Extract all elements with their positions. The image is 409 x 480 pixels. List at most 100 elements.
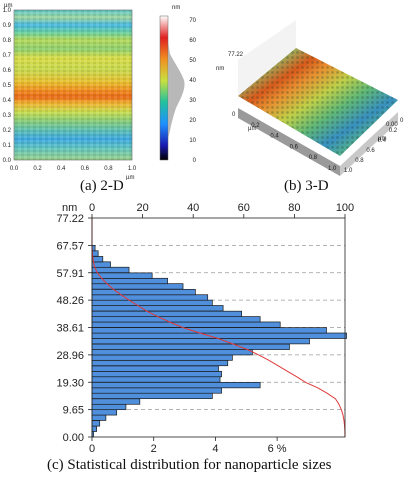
panel-b-right-unit: 0.00 (386, 122, 398, 128)
histogram-bar (91, 409, 118, 416)
histogram-bar (91, 310, 242, 318)
panel-a-y-tick: 0.8 (3, 38, 12, 44)
histogram-bar (91, 403, 127, 411)
chart-y-tick-label: 19.30 (56, 377, 84, 389)
panel-a-y-tick: 0.5 (3, 83, 12, 89)
panel-a-y-tick: 0.7 (3, 53, 12, 59)
colorbar-tick: 20 (189, 118, 196, 124)
panel-b-left-tick: 0.6 (290, 144, 299, 150)
panel-b-left-unit: µm (248, 126, 256, 132)
panel-a-y-tick: 0.3 (3, 113, 12, 119)
panel-a-x-tick: 0.2 (33, 166, 42, 172)
colorbar-ticks: 0 10 20 30 40 50 60 70 (189, 18, 196, 164)
panel-b-backwall (238, 20, 296, 96)
chart-top-tick-label: 60 (238, 202, 250, 214)
chart-y-tick-label: 57.91 (56, 268, 84, 280)
chart-y-tick-label: 38.61 (56, 323, 84, 335)
colorbar-tick: 0 (193, 158, 197, 164)
panel-b-right-tick: 0.2 (389, 128, 398, 134)
histogram-bar (91, 420, 101, 427)
panel-a-2d-map: µm 0.0 0.1 0.2 0.3 0.4 0.5 0.6 0.7 0.8 0.9 1.0 0.0… (3, 3, 197, 180)
histogram-bar (91, 414, 107, 421)
panel-b-left-tick: 0.4 (270, 134, 279, 140)
chart-top-tick-label: 20 (136, 202, 148, 214)
colorbar-tick: 60 (189, 38, 196, 44)
panel-a-y-tick: 0.6 (3, 68, 12, 74)
panel-b-surface-texture (238, 48, 398, 156)
chart-bottom-ticks: 0 2 4 6 % (89, 437, 287, 454)
histogram-bar (91, 376, 221, 383)
panel-b-left-tick: 0.2 (251, 123, 260, 129)
colorbar-tick: 70 (189, 18, 196, 24)
chart-y-axis-label: nm (62, 202, 77, 214)
panel-a-unit-label: µm (4, 3, 12, 9)
histogram-bar (91, 382, 261, 389)
histogram-bar (91, 370, 222, 378)
chart-bars (91, 245, 347, 438)
histogram-bar (91, 354, 233, 361)
chart-y-tick-label: 77.22 (56, 213, 84, 225)
panel-b-left-ticks: 0 0.2 0.4 0.6 0.8 1.0 (232, 112, 337, 172)
caption-b: (b) 3-D (284, 178, 329, 194)
histogram-bar (91, 343, 290, 350)
panel-b-z-unit: nm (216, 66, 224, 72)
panel-a-map-frame (13, 9, 133, 161)
chart-bottom-tick-label: 2 (151, 443, 157, 454)
chart-top-tick-label: 40 (187, 202, 199, 214)
colorbar-tick: 40 (189, 78, 196, 84)
chart-bottom-tick-label: 4 (212, 443, 218, 454)
histogram-bar (91, 327, 327, 334)
panel-a-x-tick: 0.8 (104, 166, 113, 172)
panel-b-left-tick: 1.0 (328, 166, 337, 172)
colorbar-height-histogram (168, 34, 185, 140)
histogram-bar (91, 305, 224, 312)
colorbar-tick: 50 (189, 58, 196, 64)
histogram-bar (91, 266, 130, 274)
panel-a-x-tick: 1.0 (128, 166, 137, 172)
panel-a-y-tick: 0.2 (3, 128, 12, 134)
panel-a-y-tick: 0.9 (3, 23, 12, 29)
colorbar (159, 15, 169, 161)
chart-top-ticks: 0 20 40 60 80 100 (89, 202, 354, 218)
chart-y-ticks: 0.00 9.65 19.30 28.96 38.61 48.26 57.91 67.57 77… (56, 213, 92, 444)
panel-b-3d-view: 77.22 nm 0.00 00.20.40.60.81.0 00.20.40.… (216, 20, 404, 176)
histogram-bar (91, 299, 213, 306)
histogram-bar (91, 321, 281, 328)
panel-a-x-tick: 0.0 (10, 166, 19, 172)
panel-a-y-tick: 0.0 (3, 158, 12, 164)
panel-b-base-right (340, 112, 398, 176)
chart-bottom-tick-label: 6 % (268, 443, 287, 454)
panel-b-rightaxis-unit: µm (378, 136, 386, 142)
histogram-bar (91, 359, 229, 367)
histogram-bar (91, 288, 196, 296)
panel-a-y-tick: 1.0 (3, 8, 12, 14)
chart-bottom-tick-label: 0 (89, 443, 95, 454)
panel-c-histogram-chart: 0.00 9.65 19.30 28.96 38.61 48.26 57.91 67.57 77… (56, 202, 354, 454)
chart-y-tick-label: 67.57 (56, 240, 84, 252)
panel-a-x-tick: 0.4 (57, 166, 66, 172)
colorbar-tick: 10 (189, 138, 196, 144)
chart-y-tick-label: 9.65 (63, 405, 84, 417)
chart-top-tick-label: 0 (89, 202, 95, 214)
chart-y-tick-label: 48.26 (56, 295, 84, 307)
histogram-bar (91, 387, 222, 394)
panel-b-right-tick: 1.0 (344, 168, 353, 174)
histogram-bar (91, 277, 168, 285)
histogram-bar (91, 283, 184, 290)
caption-c: (c) Statistical distribution for nanopar… (47, 457, 332, 473)
colorbar-unit-label: nm (172, 5, 180, 11)
panel-a-y-tick: 0.4 (3, 98, 12, 104)
chart-top-tick-label: 80 (288, 202, 300, 214)
panel-b-z-max: 77.22 (228, 52, 244, 58)
histogram-bar (91, 365, 219, 372)
panel-b-left-tick: 0.8 (309, 155, 318, 161)
panel-b-right-tick: 0 (400, 118, 404, 124)
chart-top-tick-label: 100 (336, 202, 354, 214)
panel-b-right-ticks: 00.20.40.60.81.0 (344, 118, 404, 174)
panel-a-y-tick: 0.1 (3, 143, 12, 149)
panel-a-map-texture (14, 10, 132, 160)
histogram-bar (91, 425, 97, 432)
colorbar-tick: 30 (189, 98, 196, 104)
panel-a-y-ticks: 0.0 0.1 0.2 0.3 0.4 0.5 0.6 0.7 0.8 0.9 1.0 (3, 8, 12, 164)
cumulative-curve (91, 218, 346, 438)
